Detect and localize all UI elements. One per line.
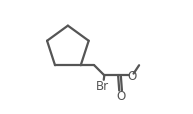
Text: Br: Br	[96, 80, 109, 93]
Text: O: O	[127, 69, 136, 82]
Text: O: O	[116, 89, 125, 102]
